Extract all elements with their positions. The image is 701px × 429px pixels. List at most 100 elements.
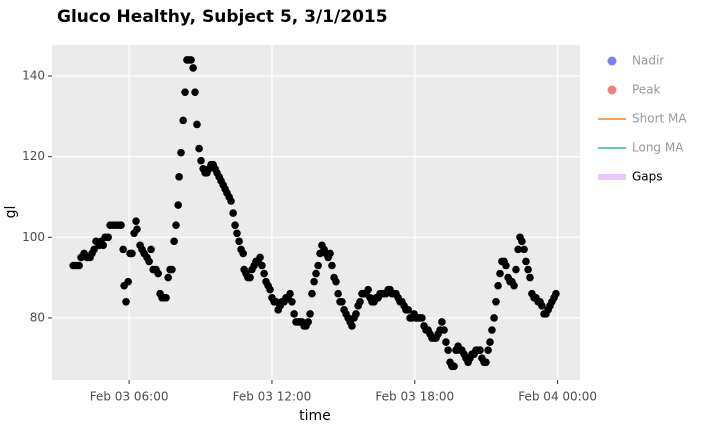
data-point [304, 318, 312, 326]
data-point [191, 88, 199, 96]
data-point [538, 302, 546, 310]
data-point [181, 88, 189, 96]
data-point [356, 297, 364, 306]
legend-marker [607, 85, 617, 95]
data-point [522, 257, 530, 266]
data-point [174, 201, 182, 209]
data-point [229, 209, 237, 217]
data-point [256, 253, 264, 262]
legend-label: Gaps [632, 170, 663, 184]
data-point [75, 261, 83, 270]
data-point [154, 269, 162, 278]
data-point [514, 245, 522, 254]
data-point [308, 289, 316, 298]
data-point [187, 56, 195, 64]
data-point [195, 144, 203, 153]
y-tick-label: 120 [22, 149, 45, 163]
data-point [404, 306, 412, 314]
data-point [239, 249, 247, 258]
data-point [518, 237, 526, 246]
data-point [484, 346, 492, 354]
data-point [175, 173, 183, 181]
data-point [310, 277, 318, 286]
data-point [290, 310, 298, 318]
legend-label: Peak [632, 83, 661, 97]
data-point [332, 277, 340, 286]
data-point [494, 281, 502, 290]
legend-label: Nadir [632, 54, 664, 68]
data-point [328, 261, 336, 270]
data-point [348, 322, 356, 330]
data-point [189, 64, 197, 72]
data-point [177, 148, 185, 157]
data-point [306, 310, 314, 318]
data-point [164, 273, 172, 282]
data-point [168, 265, 176, 274]
x-tick-label: Feb 04 00:00 [518, 390, 597, 404]
data-point [260, 269, 268, 278]
data-point [438, 318, 446, 326]
data-point [124, 277, 132, 286]
data-point [450, 362, 458, 371]
data-point [231, 221, 239, 229]
chart-title: Gluco Healthy, Subject 5, 3/1/2015 [57, 7, 388, 27]
data-point [352, 310, 360, 318]
data-point [147, 245, 155, 254]
data-point [104, 233, 112, 242]
data-point [364, 285, 372, 294]
legend-label: Short MA [632, 112, 687, 126]
data-point [246, 273, 254, 282]
data-point [492, 297, 500, 306]
data-point [132, 217, 140, 225]
data-point [490, 314, 498, 322]
legend-label: Long MA [632, 141, 684, 155]
data-point [510, 281, 518, 290]
data-point [502, 261, 510, 270]
data-point [486, 338, 494, 346]
y-axis-label: gl [3, 206, 19, 219]
data-point [197, 156, 205, 165]
data-point [512, 265, 520, 274]
legend-marker [607, 56, 617, 66]
y-tick-label: 140 [22, 69, 45, 83]
data-point [227, 197, 235, 205]
data-point [496, 269, 504, 278]
data-point [286, 289, 294, 298]
data-point [476, 346, 484, 354]
data-point [119, 245, 127, 254]
data-point [444, 346, 452, 354]
data-point [442, 338, 450, 346]
data-point [117, 221, 125, 229]
data-point [128, 249, 136, 258]
data-point [145, 257, 153, 266]
plot-background [52, 45, 580, 380]
y-tick-label: 100 [22, 230, 45, 244]
x-tick-label: Feb 03 06:00 [90, 390, 169, 404]
data-point [193, 120, 201, 129]
data-point [326, 249, 334, 258]
x-axis-label: time [299, 408, 331, 424]
data-point [258, 261, 266, 270]
data-point [312, 269, 320, 278]
data-point [482, 358, 490, 367]
data-point [524, 265, 532, 274]
data-point [162, 293, 170, 302]
data-point [179, 116, 187, 125]
data-point [235, 237, 243, 246]
data-point [288, 297, 296, 306]
data-point [172, 221, 180, 229]
data-point [338, 297, 346, 306]
data-point [99, 241, 107, 250]
data-point [526, 273, 534, 282]
data-point [440, 326, 448, 334]
data-point [314, 261, 322, 270]
data-point [488, 326, 496, 334]
data-point [122, 297, 130, 306]
data-point [233, 229, 241, 238]
y-tick-label: 80 [30, 310, 45, 324]
data-point [266, 285, 274, 294]
data-point [418, 314, 426, 322]
data-point [170, 237, 178, 246]
x-tick-label: Feb 03 18:00 [375, 390, 454, 404]
